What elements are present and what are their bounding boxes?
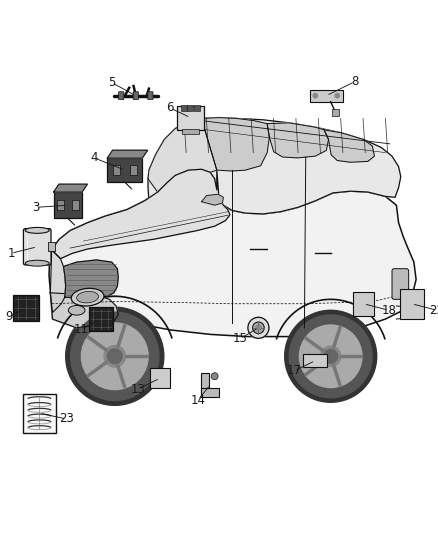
Circle shape [248,317,269,338]
Circle shape [300,325,362,387]
Text: 8: 8 [351,75,358,88]
Circle shape [313,93,318,98]
Polygon shape [107,150,148,158]
Polygon shape [64,260,118,298]
FancyBboxPatch shape [187,105,193,111]
Text: 14: 14 [191,393,205,407]
Polygon shape [50,250,66,312]
Ellipse shape [77,292,99,303]
Text: 15: 15 [233,332,247,345]
FancyBboxPatch shape [107,158,142,182]
FancyBboxPatch shape [23,393,56,433]
Circle shape [107,349,122,364]
FancyBboxPatch shape [303,354,328,367]
FancyBboxPatch shape [119,92,124,100]
Circle shape [81,323,148,390]
Circle shape [253,322,264,334]
Polygon shape [49,169,416,336]
Circle shape [321,346,341,366]
Circle shape [256,325,261,330]
FancyBboxPatch shape [47,241,55,251]
FancyBboxPatch shape [353,292,374,316]
FancyBboxPatch shape [113,165,120,175]
Polygon shape [53,184,87,192]
Circle shape [104,345,126,367]
Text: 18: 18 [381,304,396,317]
Text: 6: 6 [166,101,174,115]
FancyBboxPatch shape [194,105,200,111]
Circle shape [285,310,377,402]
Ellipse shape [68,305,85,315]
FancyBboxPatch shape [201,389,219,397]
FancyBboxPatch shape [88,307,113,331]
Text: 3: 3 [32,201,39,214]
Polygon shape [148,118,217,192]
Text: 22: 22 [430,304,438,317]
FancyBboxPatch shape [71,200,78,211]
Polygon shape [50,293,118,328]
Circle shape [211,373,218,379]
FancyBboxPatch shape [57,200,64,211]
Circle shape [335,93,339,98]
FancyBboxPatch shape [130,165,137,175]
Text: 1: 1 [7,247,15,260]
FancyBboxPatch shape [399,289,424,319]
FancyBboxPatch shape [148,92,153,100]
Circle shape [71,312,159,400]
Text: 9: 9 [5,310,13,324]
Ellipse shape [25,260,49,266]
Circle shape [289,315,372,398]
Text: 4: 4 [90,151,98,164]
Polygon shape [52,169,230,259]
Text: 23: 23 [59,413,74,425]
FancyBboxPatch shape [177,106,204,130]
Ellipse shape [71,288,104,306]
FancyBboxPatch shape [201,373,209,397]
FancyBboxPatch shape [13,295,39,321]
FancyBboxPatch shape [392,269,409,300]
Circle shape [66,307,164,405]
Text: 13: 13 [131,383,145,395]
FancyBboxPatch shape [24,229,51,265]
Polygon shape [201,194,223,205]
FancyBboxPatch shape [181,105,187,111]
FancyBboxPatch shape [310,90,343,102]
Polygon shape [267,123,328,158]
FancyBboxPatch shape [332,109,339,116]
Circle shape [324,350,338,363]
FancyBboxPatch shape [150,368,170,388]
Text: 17: 17 [287,364,302,377]
Polygon shape [324,130,374,162]
Polygon shape [148,118,401,214]
FancyBboxPatch shape [133,92,138,100]
FancyBboxPatch shape [53,192,82,219]
FancyBboxPatch shape [182,129,199,134]
Text: 5: 5 [108,76,115,89]
Text: 11: 11 [74,323,88,336]
Polygon shape [201,118,269,171]
Ellipse shape [25,228,49,233]
